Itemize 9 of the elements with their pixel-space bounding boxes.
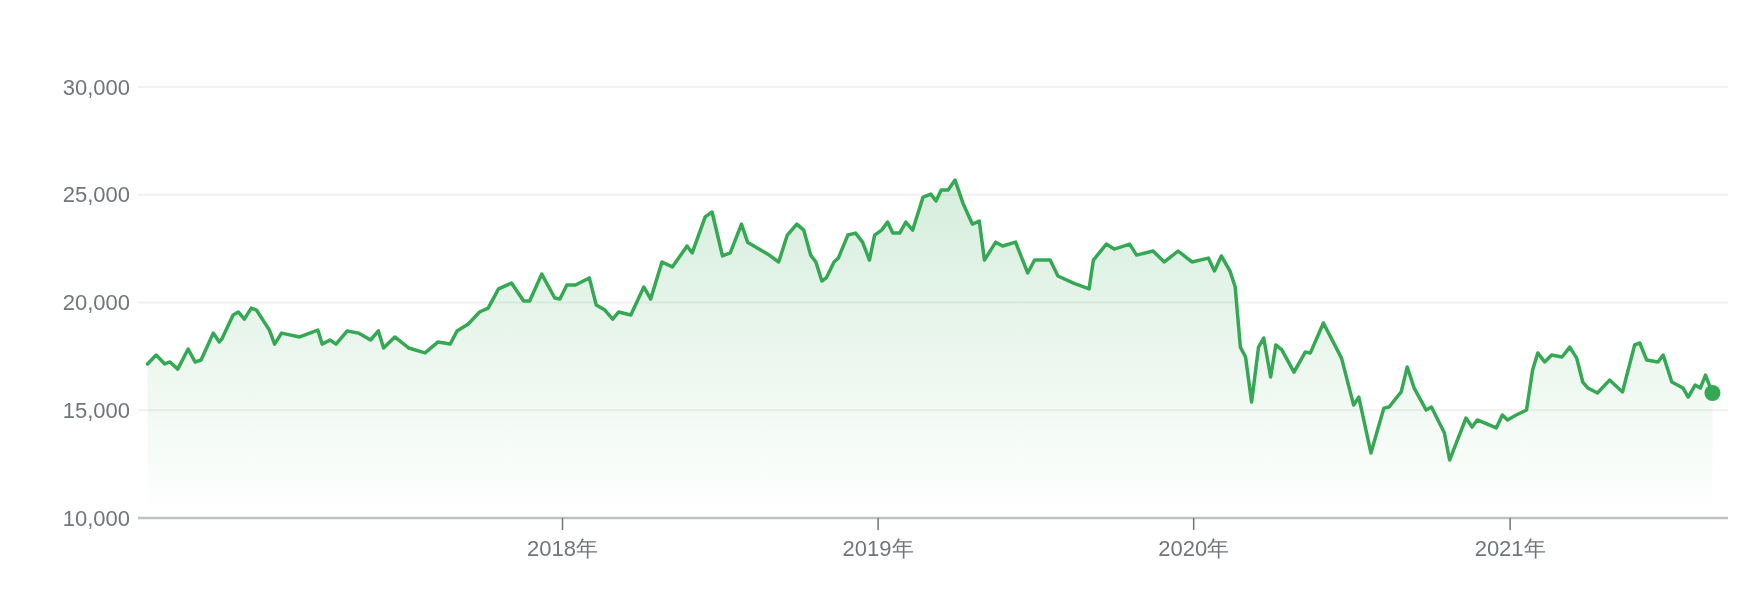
y-tick-label: 10,000 xyxy=(62,505,130,531)
x-tick-label: 2020年 xyxy=(1158,536,1230,561)
x-tick-label: 2018年 xyxy=(527,536,598,561)
x-tick-label: 2019年 xyxy=(842,536,914,561)
x-tick-label: 2021年 xyxy=(1474,536,1546,561)
y-tick-label: 25,000 xyxy=(62,182,130,208)
y-tick-label: 15,000 xyxy=(62,397,130,423)
y-tick-label: 20,000 xyxy=(62,290,130,316)
y-tick-label: 30,000 xyxy=(62,74,130,100)
